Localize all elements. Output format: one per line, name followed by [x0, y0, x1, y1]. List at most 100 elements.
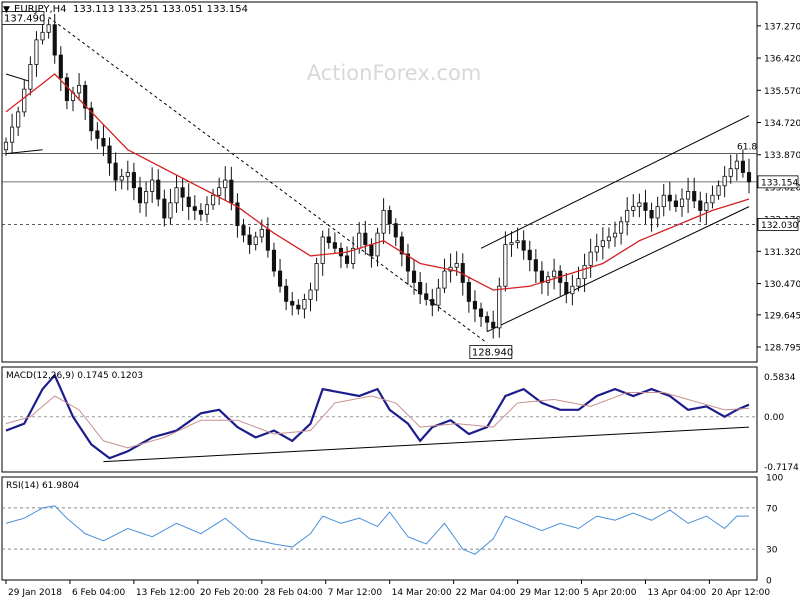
candle-body: [58, 54, 63, 79]
candle-body: [217, 187, 222, 196]
candle-body: [533, 259, 538, 272]
candle-body: [606, 236, 611, 242]
price-y-tick-label: 129.645: [764, 311, 800, 321]
candle-body: [314, 263, 319, 291]
rsi-y-tick-label: 30: [766, 546, 778, 556]
candle-body: [150, 179, 155, 192]
candle-body: [497, 285, 502, 329]
candle-body: [478, 308, 484, 317]
candle-body: [344, 255, 350, 264]
candle-body: [271, 249, 277, 272]
candle-body: [625, 210, 630, 223]
candle-body: [430, 299, 435, 306]
candle-body: [698, 200, 703, 211]
candle-body: [515, 240, 520, 244]
candle-body: [405, 253, 411, 272]
candle-body: [393, 223, 398, 238]
candle-body: [241, 225, 246, 236]
price-tag-label: 133.154: [761, 178, 798, 188]
x-tick-label: 20 Apr 12:00: [711, 588, 770, 598]
candle-body: [284, 285, 289, 302]
candle-body: [436, 287, 441, 306]
candle-body: [198, 210, 203, 215]
candle-body: [619, 221, 624, 234]
price-annotation-box: [1, 11, 45, 25]
pane-frame-rsi: [1, 476, 758, 581]
price-y-tick-label: 137.270: [764, 22, 800, 32]
candle-body: [180, 187, 185, 198]
candle-body: [655, 206, 660, 219]
candle-body: [235, 202, 240, 226]
candle-body: [77, 84, 82, 94]
candle-body: [52, 24, 57, 56]
candle-body: [308, 289, 313, 300]
price-trendline: [486, 206, 750, 333]
fib-label: 61.8: [737, 143, 757, 153]
x-tick-label: 14 Mar 20:00: [392, 588, 452, 598]
price-annotation: 137.490: [4, 14, 45, 25]
candle-body: [692, 191, 697, 202]
candle-body: [631, 206, 636, 211]
x-tick-label: 22 Mar 04:00: [456, 588, 516, 598]
candle-body: [211, 194, 216, 206]
candle-body: [34, 39, 39, 65]
candle-body: [728, 168, 733, 177]
candle-body: [168, 202, 173, 219]
candle-body: [192, 206, 197, 211]
candle-body: [454, 263, 459, 268]
candle-body: [527, 249, 532, 261]
macd-trendline: [103, 426, 750, 463]
candle-body: [204, 204, 210, 215]
price-y-tick-label: 131.320: [764, 248, 800, 258]
candle-body: [503, 244, 508, 287]
candle-body: [351, 247, 356, 264]
candle-body: [10, 126, 15, 143]
candle-body: [375, 232, 380, 257]
candle-body: [28, 64, 33, 90]
candle-body: [643, 202, 648, 211]
x-tick-label: 5 Apr 20:00: [584, 588, 637, 598]
x-tick-label: 29 Jan 2018: [8, 588, 62, 598]
candle-body: [716, 185, 721, 196]
candle-body: [46, 24, 51, 33]
candle-body: [594, 246, 599, 253]
x-tick-label: 13 Apr 04:00: [647, 588, 706, 598]
chart-symbol: EURJPY,H4: [14, 4, 67, 15]
candle-body: [253, 236, 258, 245]
candle-body: [600, 240, 605, 247]
candle-body: [442, 270, 447, 289]
price-annotation: 128.940: [472, 348, 513, 359]
price-tag-box: [757, 218, 799, 231]
candle-body: [40, 31, 45, 41]
candle-body: [570, 285, 575, 295]
price-trendline: [5, 149, 43, 155]
candle-body: [509, 242, 514, 245]
price-y-tick-label: 134.720: [764, 119, 800, 129]
price-annotation-box: [469, 345, 513, 359]
macd-y-tick-label: 0.5834: [764, 373, 796, 383]
candle-body: [704, 202, 709, 211]
candle-body: [472, 300, 478, 310]
candle-body: [95, 130, 100, 139]
moving-average-line: [5, 73, 750, 291]
candle-body: [387, 210, 392, 225]
candle-body: [113, 162, 118, 181]
candle-body: [679, 198, 685, 208]
candle-body: [186, 196, 191, 208]
price-y-tick-label: 135.570: [764, 87, 800, 97]
price-trendline: [48, 16, 488, 344]
macd-y-tick-label: -0.7174: [764, 463, 799, 473]
candle-body: [22, 88, 27, 113]
candle-body: [424, 293, 429, 300]
dropdown-arrow-icon[interactable]: ▼: [3, 5, 10, 15]
macd-y-tick-label: 0.00: [764, 413, 784, 423]
candle-body: [418, 282, 423, 295]
rsi-y-tick-label: 0: [766, 577, 772, 587]
x-tick-label: 13 Feb 12:00: [136, 588, 195, 598]
candle-body: [302, 299, 307, 310]
candle-body: [539, 270, 544, 283]
price-y-tick-label: 130.470: [764, 280, 800, 290]
macd-title: MACD(12,26,9) 0.1745 0.1203: [6, 371, 143, 381]
